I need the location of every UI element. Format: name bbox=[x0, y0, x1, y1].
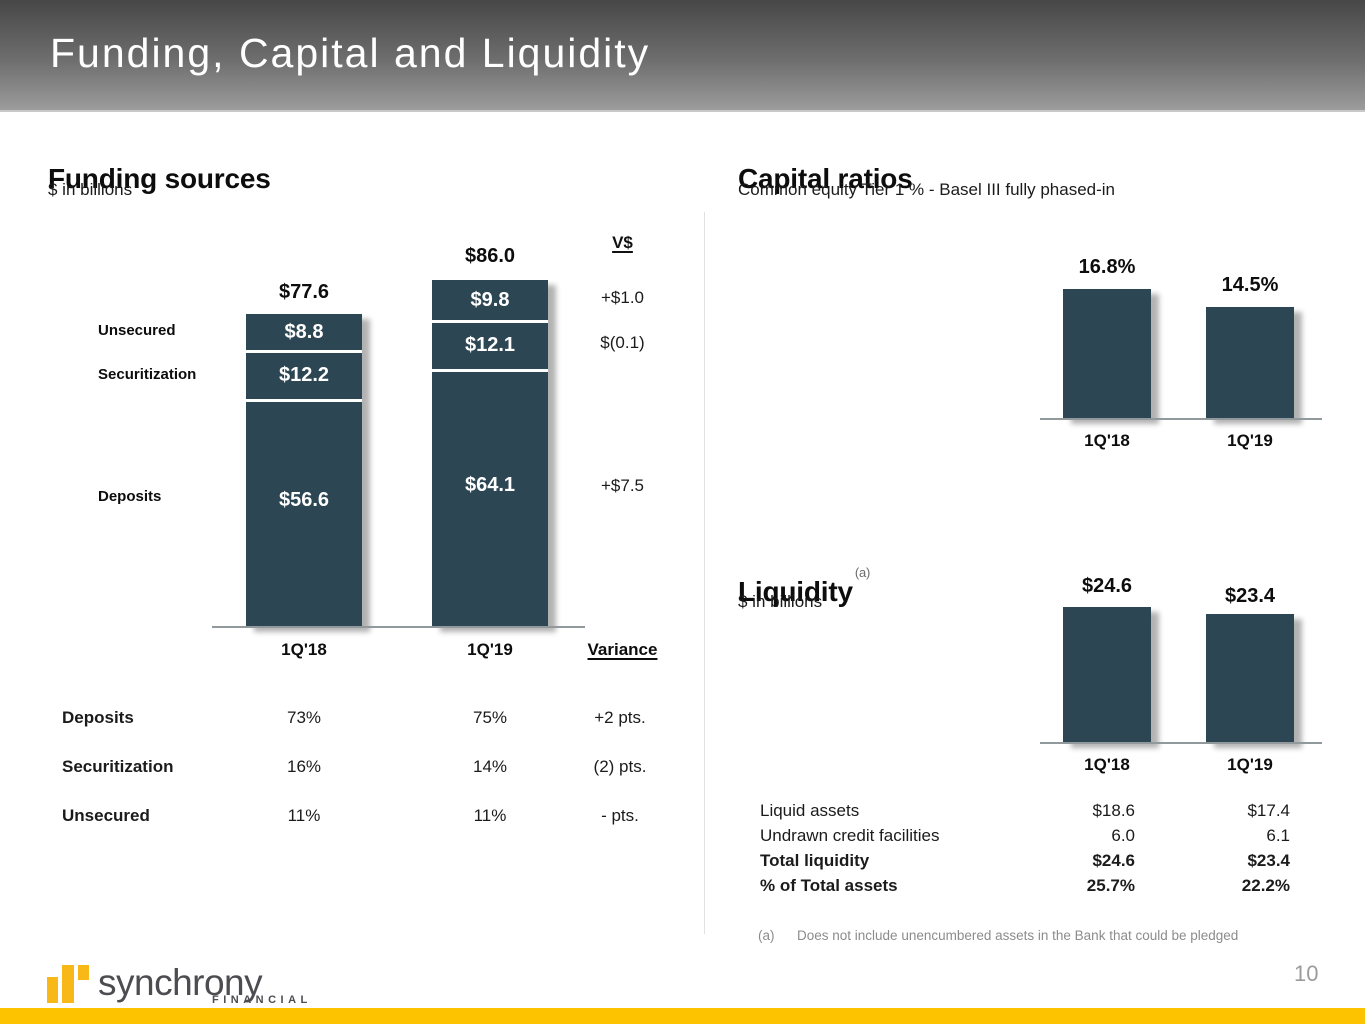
liq-pct-total-assets-1q18: 25.7% bbox=[1086, 876, 1135, 895]
funding-category-1q19: 1Q'19 bbox=[467, 640, 513, 659]
capital-category-1q18: 1Q'18 bbox=[1084, 431, 1130, 450]
funding-seg-securitization-1q18-value: $12.2 bbox=[278, 364, 330, 387]
logo-bar-short-icon bbox=[47, 977, 58, 1003]
variance-dollar-header: V$ bbox=[612, 233, 633, 252]
liquidity-value-1q18: $24.6 bbox=[1081, 575, 1133, 597]
mix-deposits-1q19: 75% bbox=[472, 708, 508, 727]
capital-heading: Capital ratios bbox=[738, 163, 913, 195]
liquidity-category-1q19: 1Q'19 bbox=[1227, 755, 1273, 774]
liquidity-bar-1q18 bbox=[1063, 606, 1151, 743]
liq-total-liquidity-1q18: $24.6 bbox=[1092, 851, 1135, 870]
liq-undrawn-credit-1q18: 6.0 bbox=[1111, 826, 1135, 845]
mix-deposits-variance: +2 pts. bbox=[594, 708, 646, 727]
funding-seg-unsecured-1q18: $8.8 bbox=[246, 314, 362, 349]
liq-pct-total-assets-1q19: 22.2% bbox=[1241, 876, 1290, 895]
funding-seg-deposits-1q19-value: $64.1 bbox=[464, 473, 516, 496]
funding-axis-line bbox=[212, 626, 585, 628]
liq-liquid-assets-1q18: $18.6 bbox=[1092, 801, 1135, 820]
funding-seg-deposits-1q18-value: $56.6 bbox=[278, 488, 330, 511]
funding-seg-securitization-1q18: $12.2 bbox=[246, 349, 362, 399]
funding-seg-deposits-1q19: $64.1 bbox=[432, 368, 548, 627]
mix-row-label-unsecured: Unsecured bbox=[62, 806, 150, 825]
liquidity-heading-footnote-marker: (a) bbox=[854, 564, 871, 580]
funding-seg-deposits-1q18: $56.6 bbox=[246, 398, 362, 627]
funding-units-label: $ in billions bbox=[48, 180, 133, 199]
mix-unsecured-variance: - pts. bbox=[601, 806, 639, 825]
footnote-text: Does not include unencumbered assets in … bbox=[797, 928, 1239, 943]
capital-subtitle: Common equity Tier 1 % - Basel III fully… bbox=[738, 180, 1115, 199]
variance-securitization: $(0.1) bbox=[600, 333, 645, 352]
liquidity-value-1q19: $23.4 bbox=[1224, 585, 1276, 607]
funding-total-1q18: $77.6 bbox=[278, 281, 330, 303]
mix-unsecured-1q18: 11% bbox=[287, 806, 321, 825]
column-divider bbox=[704, 212, 705, 934]
funding-bar-1q19: $9.8 $12.1 $64.1 bbox=[432, 280, 548, 627]
funding-seg-securitization-1q19: $12.1 bbox=[432, 319, 548, 369]
funding-seg-unsecured-1q18-value: $8.8 bbox=[284, 320, 324, 343]
funding-bar-1q18: $8.8 $12.2 $56.6 bbox=[246, 314, 362, 627]
brand-division: FINANCIAL bbox=[212, 994, 312, 1006]
funding-heading: Funding sources bbox=[48, 163, 271, 195]
liq-liquid-assets-1q19: $17.4 bbox=[1247, 801, 1290, 820]
liq-total-liquidity-1q19: $23.4 bbox=[1247, 851, 1290, 870]
mix-row-label-deposits: Deposits bbox=[62, 708, 134, 727]
liquidity-heading-text: Liquidity bbox=[738, 576, 853, 608]
page-number: 10 bbox=[1294, 961, 1319, 986]
funding-total-1q19: $86.0 bbox=[464, 245, 516, 267]
capital-value-1q18: 16.8% bbox=[1078, 256, 1136, 278]
capital-category-1q19: 1Q'19 bbox=[1227, 431, 1273, 450]
series-label-unsecured: Unsecured bbox=[98, 322, 176, 339]
capital-value-1q19: 14.5% bbox=[1221, 274, 1279, 296]
accent-gold-bar bbox=[0, 1008, 1365, 1024]
funding-category-1q18: 1Q'18 bbox=[281, 640, 327, 659]
slide-header: Funding, Capital and Liquidity bbox=[0, 0, 1365, 112]
liq-row-label-liquid-assets: Liquid assets bbox=[760, 801, 860, 820]
series-label-securitization: Securitization bbox=[98, 366, 197, 383]
funding-seg-unsecured-1q19: $9.8 bbox=[432, 280, 548, 319]
logo-bar-tall-icon bbox=[62, 965, 74, 1003]
capital-bar-1q18 bbox=[1063, 288, 1151, 419]
slide-title: Funding, Capital and Liquidity bbox=[50, 30, 651, 76]
mix-securitization-1q19: 14% bbox=[472, 757, 508, 776]
mix-unsecured-1q19: 11% bbox=[473, 806, 507, 825]
brand-name: synchrony bbox=[98, 962, 263, 1003]
liquidity-bar-1q19 bbox=[1206, 613, 1294, 743]
variance-deposits: +$7.5 bbox=[600, 476, 644, 495]
capital-axis-line bbox=[1040, 418, 1322, 420]
capital-bar-1q19 bbox=[1206, 306, 1294, 419]
liq-undrawn-credit-1q19: 6.1 bbox=[1266, 826, 1290, 845]
mix-securitization-variance: (2) pts. bbox=[593, 757, 647, 776]
liquidity-units-label: $ in billions bbox=[738, 592, 823, 611]
liq-row-label-total-liquidity: Total liquidity bbox=[760, 851, 870, 870]
liq-row-label-pct-total-assets: % of Total assets bbox=[760, 876, 898, 895]
funding-seg-unsecured-1q19-value: $9.8 bbox=[470, 288, 510, 311]
footnote-marker: (a) bbox=[758, 928, 775, 943]
mix-row-label-securitization: Securitization bbox=[62, 757, 174, 776]
logo-bar-square-icon bbox=[78, 965, 89, 980]
liquidity-heading: Liquidity(a) bbox=[738, 565, 870, 608]
liquidity-category-1q18: 1Q'18 bbox=[1084, 755, 1130, 774]
series-label-deposits: Deposits bbox=[98, 488, 162, 505]
liquidity-axis-line bbox=[1040, 742, 1322, 744]
mix-securitization-1q18: 16% bbox=[286, 757, 322, 776]
variance-footer-header: Variance bbox=[587, 640, 658, 659]
funding-seg-securitization-1q19-value: $12.1 bbox=[464, 334, 516, 357]
liq-row-label-undrawn-credit: Undrawn credit facilities bbox=[760, 826, 940, 845]
mix-deposits-1q18: 73% bbox=[286, 708, 322, 727]
variance-unsecured: +$1.0 bbox=[600, 288, 644, 307]
